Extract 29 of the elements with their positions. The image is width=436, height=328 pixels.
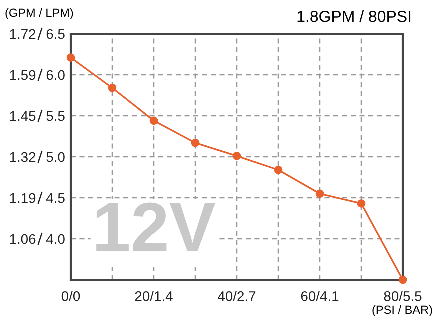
x-axis-title: (PSI / BAR) <box>372 305 432 316</box>
y-tick-label: 5.5 <box>46 111 65 122</box>
x-tick-label: 40/2.7 <box>218 291 256 302</box>
point <box>66 54 76 62</box>
x-tick-label: 60/4.1 <box>301 291 339 302</box>
y2-tick-label: 1.72 <box>10 29 36 40</box>
chart-title: 1.8GPM / 80PSI <box>298 10 411 22</box>
y2-tick-label: 1.06 <box>10 234 36 244</box>
y2-tick-label: 1.32 <box>10 152 36 162</box>
point <box>357 200 366 208</box>
x-tick-label: 20/1.4 <box>135 291 173 302</box>
y-tick-label: 4.0 <box>46 234 65 244</box>
y2-tick-label: 1.45 <box>10 111 36 122</box>
point <box>191 138 200 148</box>
y-tick-label: 5.0 <box>46 152 65 162</box>
x-tick-label: 0/0 <box>62 291 80 302</box>
y2-tick-label: 1.59 <box>10 70 36 80</box>
point <box>232 152 242 160</box>
point <box>316 190 324 198</box>
y2-tick-label: 1.19 <box>10 193 36 204</box>
point <box>108 84 117 92</box>
point <box>398 276 408 284</box>
x-tick-label: 80/5.5 <box>384 291 422 302</box>
y-tick-label: 4.5 <box>46 193 65 204</box>
point <box>150 116 158 126</box>
point <box>274 166 283 174</box>
y-tick-label: 6.5 <box>46 29 65 40</box>
y-axis-title: (GPM / LPM) <box>6 8 74 20</box>
y-tick-label: 6.0 <box>46 70 65 80</box>
